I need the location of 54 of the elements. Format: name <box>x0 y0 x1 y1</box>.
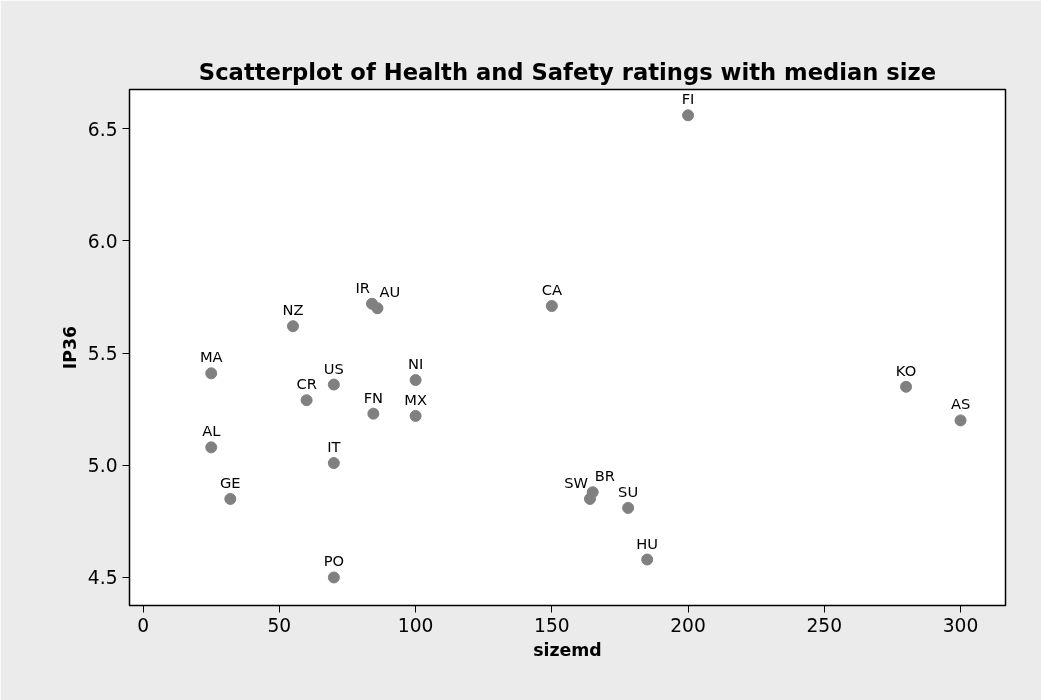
x-tick-label: 300 <box>942 614 979 636</box>
point <box>327 571 340 584</box>
point <box>641 553 654 566</box>
y-tick-label: 5.5 <box>87 343 118 365</box>
annotation: US <box>323 359 344 377</box>
point <box>900 380 913 393</box>
annotation: IR <box>355 278 371 296</box>
y-axis-title: IP36 <box>59 325 80 370</box>
annotation: MA <box>199 348 223 366</box>
annotation: GE <box>220 473 241 491</box>
annotation: BR <box>594 467 615 485</box>
y-tick-label: 4.5 <box>87 567 118 589</box>
point <box>409 409 422 422</box>
annotation: CA <box>541 281 562 298</box>
annotation: AL <box>202 422 222 440</box>
point <box>286 320 299 333</box>
point <box>682 109 695 122</box>
annotation: NZ <box>282 301 304 319</box>
y-tick-label: 6.5 <box>87 118 118 140</box>
point <box>327 457 340 470</box>
annotation: NI <box>407 355 424 373</box>
x-tick-label: 150 <box>534 614 570 636</box>
point <box>367 407 380 420</box>
annotation: KO <box>895 361 917 379</box>
annotation: FN <box>363 388 384 406</box>
annotation: HU <box>636 534 659 552</box>
x-tick-label: 250 <box>806 614 843 636</box>
point <box>224 492 237 505</box>
annotation: SU <box>618 482 639 500</box>
point <box>205 441 218 454</box>
y-tick-label: 6.0 <box>87 230 118 252</box>
annotation: IT <box>327 438 341 456</box>
x-tick-label: 50 <box>267 614 292 636</box>
annotation: MX <box>404 390 427 408</box>
point <box>409 374 422 387</box>
x-tick-label: 200 <box>670 614 706 636</box>
point <box>205 367 218 380</box>
point <box>954 414 967 427</box>
chart-title: Scatterplot of Health and Safety ratings with median size <box>198 58 937 85</box>
point <box>622 501 635 514</box>
point <box>371 302 384 315</box>
point <box>545 300 558 312</box>
x-tick-label: 0 <box>137 614 150 636</box>
annotation: CR <box>296 375 317 393</box>
annotation: SW <box>564 473 589 491</box>
point <box>300 394 313 407</box>
y-tick-label: 5.0 <box>87 455 118 477</box>
annotation: AU <box>379 283 401 301</box>
x-axis-title: sizemd <box>533 639 602 660</box>
annotation: AS <box>950 395 971 413</box>
point <box>327 378 340 391</box>
annotation: FI <box>681 90 695 108</box>
x-tick-label: 100 <box>397 614 434 636</box>
annotation: PO <box>323 552 345 570</box>
